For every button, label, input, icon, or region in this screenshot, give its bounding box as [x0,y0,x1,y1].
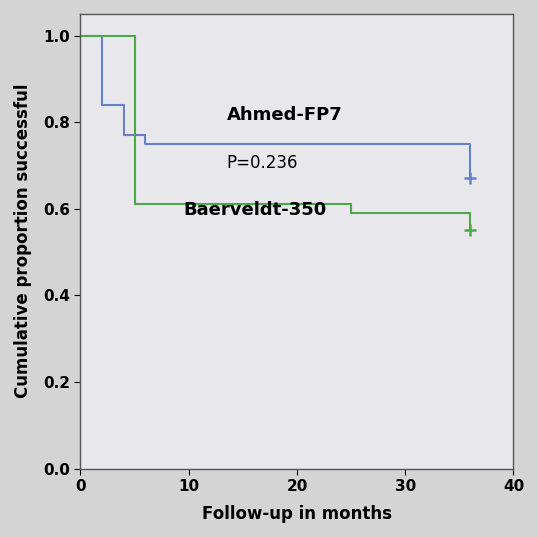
Text: Ahmed-FP7: Ahmed-FP7 [226,106,342,124]
Y-axis label: Cumulative proportion successful: Cumulative proportion successful [14,84,32,398]
Text: P=0.236: P=0.236 [226,154,298,172]
Text: Baerveldt-350: Baerveldt-350 [183,201,327,219]
X-axis label: Follow-up in months: Follow-up in months [202,505,392,523]
